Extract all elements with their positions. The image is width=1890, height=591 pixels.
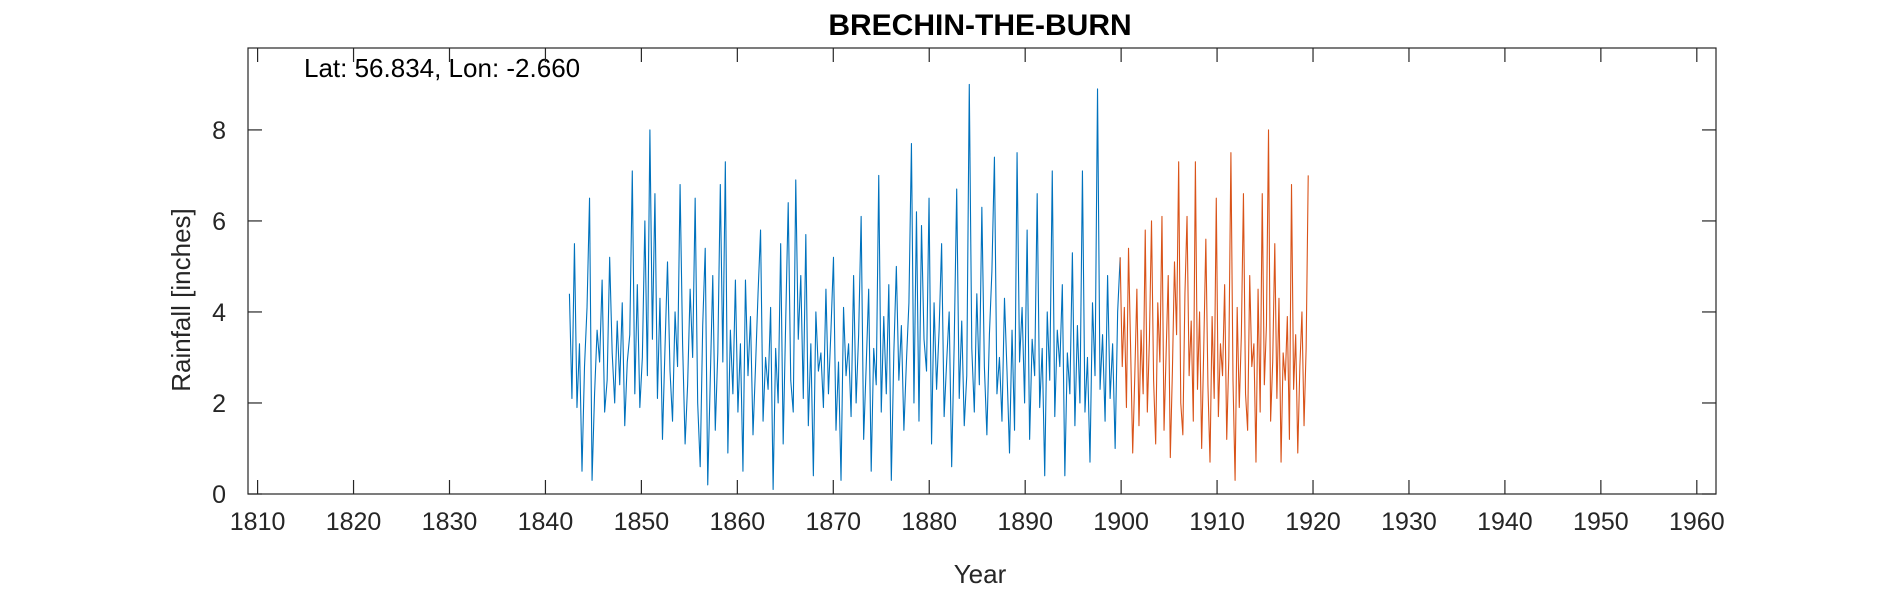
y-axis-label: Rainfall [inches] — [166, 208, 196, 392]
x-tick-label: 1810 — [230, 508, 286, 536]
y-tick-label: 0 — [212, 481, 226, 509]
plot-frame — [247, 47, 1717, 495]
x-tick-label: 1870 — [805, 508, 861, 536]
x-tick-label: 1930 — [1381, 508, 1437, 536]
x-tick-label: 1850 — [614, 508, 670, 536]
x-tick-label: 1940 — [1477, 508, 1533, 536]
x-tick-label: 1890 — [997, 508, 1053, 536]
location-annotation: Lat: 56.834, Lon: -2.660 — [304, 53, 580, 83]
y-tick-label: 8 — [212, 117, 226, 145]
x-tick-label: 1820 — [326, 508, 382, 536]
y-tick-label: 6 — [212, 208, 226, 236]
y-tick-label: 4 — [212, 299, 226, 327]
x-tick-label: 1830 — [422, 508, 478, 536]
x-tick-label: 1920 — [1285, 508, 1341, 536]
x-tick-label: 1840 — [518, 508, 574, 536]
x-tick-label: 1880 — [901, 508, 957, 536]
axis-ticks: 1810 1820 1830 1840 1850 1860 1870 1880 1890 1900… — [212, 48, 1725, 536]
chart-title: BRECHIN-THE-BURN — [828, 9, 1131, 42]
rainfall-series-1842-1900 — [568, 83, 1121, 491]
x-tick-label: 1860 — [710, 508, 766, 536]
x-tick-label: 1950 — [1573, 508, 1629, 536]
x-tick-label: 1900 — [1093, 508, 1149, 536]
rainfall-series-1900-1920 — [1119, 129, 1309, 481]
x-tick-label: 1960 — [1669, 508, 1725, 536]
series-layer — [568, 83, 1309, 491]
x-tick-label: 1910 — [1189, 508, 1245, 536]
x-axis-label: Year — [954, 559, 1007, 589]
y-tick-label: 2 — [212, 390, 226, 418]
